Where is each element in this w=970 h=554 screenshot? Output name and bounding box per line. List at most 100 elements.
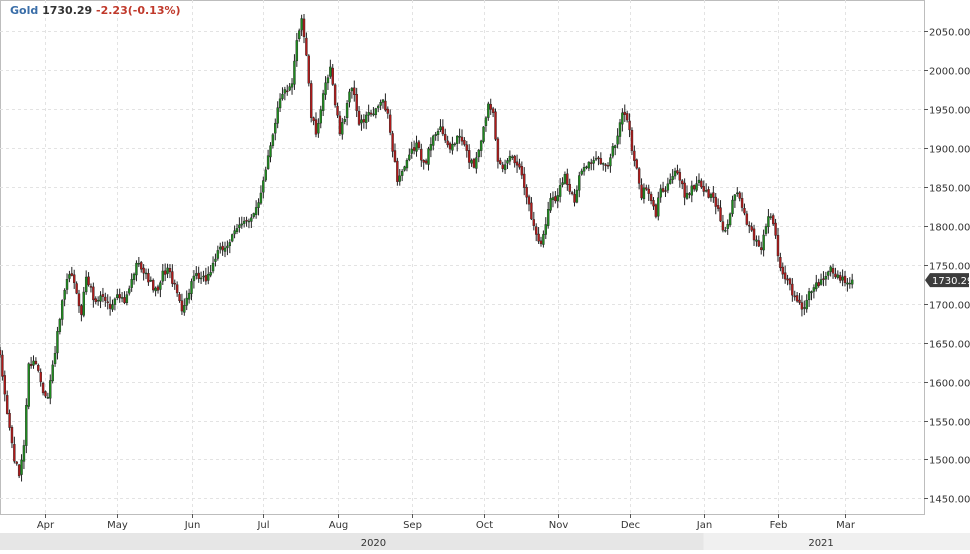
month-label: Jan bbox=[696, 520, 712, 531]
candle-body-down bbox=[87, 276, 90, 286]
candle-body-up bbox=[824, 276, 828, 280]
candle bbox=[561, 177, 564, 188]
candle bbox=[781, 262, 784, 279]
candle bbox=[623, 104, 626, 122]
candle-body-down bbox=[180, 300, 184, 312]
candle bbox=[537, 227, 540, 244]
candle-body-up bbox=[377, 105, 380, 109]
candle bbox=[228, 239, 232, 254]
candle bbox=[302, 14, 306, 44]
candle bbox=[321, 89, 325, 117]
candle-body-up bbox=[812, 287, 816, 292]
candle-body-up bbox=[343, 119, 346, 122]
candle-body-down bbox=[391, 133, 394, 152]
candle-body-down bbox=[8, 413, 11, 428]
candle bbox=[307, 54, 310, 87]
candle-body-up bbox=[762, 234, 765, 251]
candle-body-up bbox=[125, 294, 129, 304]
candle-body-down bbox=[752, 228, 756, 241]
candle-body-up bbox=[149, 279, 153, 282]
candle-body-down bbox=[539, 240, 543, 245]
candle bbox=[410, 141, 413, 159]
candle-body-up bbox=[290, 83, 294, 88]
candle-body-up bbox=[611, 146, 615, 157]
candle bbox=[161, 263, 164, 285]
candle-body-up bbox=[657, 197, 660, 217]
candle bbox=[348, 88, 351, 108]
candle-body-up bbox=[276, 107, 279, 124]
candle-body-down bbox=[422, 160, 425, 163]
candle-body-down bbox=[0, 349, 2, 355]
candle-body-up bbox=[96, 299, 100, 302]
candle bbox=[96, 296, 100, 306]
candle-body-down bbox=[537, 233, 540, 242]
candle bbox=[223, 241, 227, 258]
candle-body-down bbox=[75, 283, 78, 294]
candle-body-down bbox=[645, 187, 648, 190]
candle bbox=[707, 186, 710, 199]
candle-body-down bbox=[781, 266, 784, 275]
candle bbox=[776, 227, 780, 262]
candle bbox=[578, 171, 581, 198]
candle bbox=[51, 360, 54, 384]
candle-body-down bbox=[527, 196, 531, 205]
candle bbox=[400, 169, 404, 182]
candle bbox=[513, 154, 516, 168]
candle-body-up bbox=[230, 234, 234, 242]
candle bbox=[144, 268, 148, 280]
candle-body-up bbox=[587, 161, 591, 169]
candle-body-up bbox=[345, 103, 349, 119]
candle bbox=[436, 128, 440, 142]
candle bbox=[570, 190, 574, 196]
candle bbox=[317, 118, 320, 138]
candle-body-up bbox=[360, 119, 363, 124]
candle bbox=[637, 167, 641, 190]
candle bbox=[195, 266, 198, 280]
candle bbox=[293, 54, 296, 90]
candle-body-up bbox=[120, 297, 124, 299]
candle-body-up bbox=[580, 170, 583, 175]
candle bbox=[17, 463, 21, 479]
candle-body-up bbox=[453, 143, 457, 146]
candle-body-up bbox=[695, 183, 698, 191]
month-label: Oct bbox=[476, 520, 493, 531]
candle bbox=[240, 216, 243, 229]
candle bbox=[1, 350, 4, 381]
candle bbox=[444, 128, 447, 144]
candle bbox=[104, 292, 107, 307]
candle bbox=[173, 279, 176, 290]
candle-body-down bbox=[369, 112, 373, 115]
candle-body-up bbox=[685, 192, 689, 199]
candle bbox=[767, 208, 770, 234]
candle bbox=[92, 282, 95, 308]
candle bbox=[850, 273, 854, 289]
candle bbox=[403, 165, 406, 172]
candle-body-down bbox=[41, 383, 45, 394]
candle bbox=[793, 290, 796, 301]
candle-body-down bbox=[396, 160, 399, 182]
candle-body-up bbox=[348, 91, 351, 103]
candle-body-up bbox=[211, 262, 215, 272]
month-label: Feb bbox=[770, 520, 788, 531]
candle-body-up bbox=[65, 279, 69, 290]
candle-body-up bbox=[53, 353, 57, 364]
candle-body-down bbox=[683, 182, 686, 198]
month-label: Jun bbox=[184, 520, 201, 531]
candle bbox=[10, 425, 14, 449]
candle-body-down bbox=[714, 196, 717, 207]
candle-body-down bbox=[338, 115, 342, 135]
candle bbox=[262, 176, 265, 199]
candle-body-up bbox=[563, 174, 567, 184]
candle bbox=[671, 169, 674, 184]
candle-body-up bbox=[27, 363, 30, 407]
candle bbox=[771, 213, 775, 226]
candle-body-up bbox=[84, 276, 88, 293]
candle-body-down bbox=[460, 136, 464, 142]
candle bbox=[355, 87, 358, 118]
candle bbox=[702, 180, 705, 197]
candle bbox=[116, 288, 119, 301]
candle bbox=[185, 290, 188, 311]
candle bbox=[360, 114, 363, 131]
